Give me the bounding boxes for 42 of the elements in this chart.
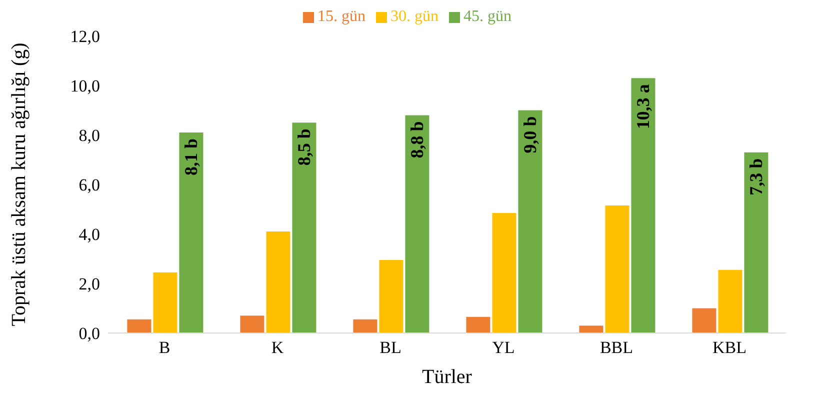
data-label: 8,5 b xyxy=(294,128,314,166)
bar xyxy=(405,115,430,333)
bar xyxy=(631,78,656,333)
x-axis-title: Türler xyxy=(422,366,472,388)
y-tick-label: 6,0 xyxy=(78,176,100,195)
y-tick-label: 2,0 xyxy=(78,274,100,294)
legend-label: 15. gün xyxy=(318,8,366,25)
y-tick-label: 12,0 xyxy=(70,27,100,46)
y-tick-label: 4,0 xyxy=(78,225,100,244)
y-tick-label: 8,0 xyxy=(78,126,100,146)
bar xyxy=(379,260,404,333)
legend-label: 45. gün xyxy=(464,8,512,25)
data-label: 9,0 b xyxy=(520,116,540,154)
data-label: 8,8 b xyxy=(407,121,428,158)
data-label: 7,3 b xyxy=(746,158,766,196)
bar xyxy=(466,316,490,333)
bar xyxy=(692,308,716,333)
data-label: 10,3 a xyxy=(633,84,654,130)
bar xyxy=(240,316,264,333)
bar xyxy=(266,232,290,333)
bar xyxy=(353,319,378,333)
y-tick-label: 0,0 xyxy=(78,324,100,344)
x-tick-label: BBL xyxy=(600,338,634,358)
x-tick-label: KBL xyxy=(712,338,746,358)
bar xyxy=(579,326,604,333)
bar xyxy=(153,272,178,333)
bar xyxy=(292,122,316,333)
y-tick-label: 10,0 xyxy=(70,76,100,96)
bar xyxy=(605,206,630,333)
legend-label: 30. gün xyxy=(390,8,438,25)
bar xyxy=(744,152,768,333)
x-tick-label: K xyxy=(271,338,284,358)
bar xyxy=(518,110,542,333)
bar xyxy=(492,212,516,333)
x-tick-label: YL xyxy=(492,338,515,358)
x-tick-label: BL xyxy=(380,338,402,358)
bar xyxy=(718,270,742,333)
bar xyxy=(179,132,204,333)
bar xyxy=(127,319,152,333)
data-label: 8,1 b xyxy=(181,138,202,176)
y-axis-title: Toprak üstü aksam kuru ağırlığı (g) xyxy=(8,42,30,326)
x-tick-label: B xyxy=(158,338,170,358)
